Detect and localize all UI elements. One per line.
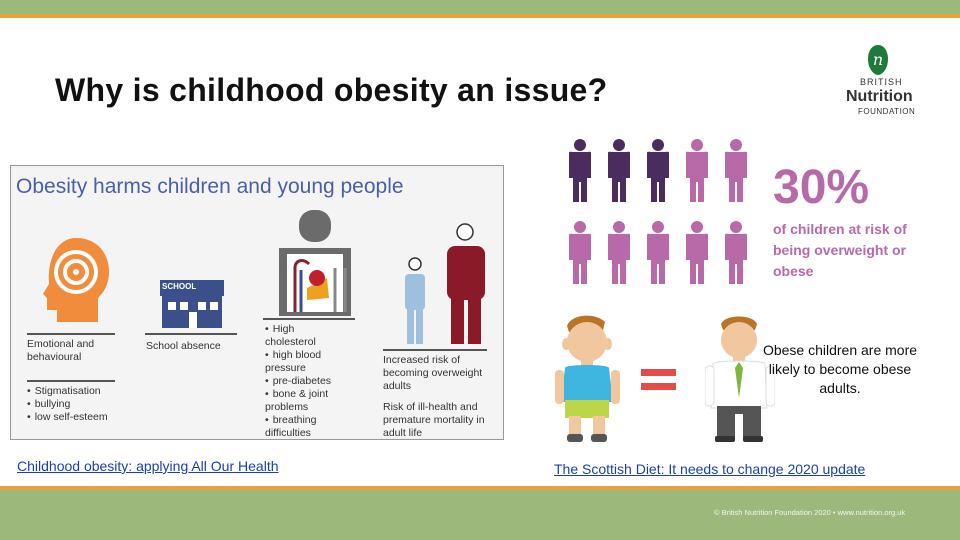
slide-title: Why is childhood obesity an issue? <box>55 72 608 108</box>
obesity-harms-infographic: Obesity harms children and young people … <box>10 165 504 440</box>
person-figure-icon <box>686 139 708 202</box>
physical-rule <box>263 318 355 320</box>
svg-text:n: n <box>873 50 883 69</box>
stat-percent: 30% <box>773 161 870 214</box>
infographic-title: Obesity harms children and young people <box>16 175 404 198</box>
list-item: breathing difficulties <box>265 414 345 440</box>
person-figure-icon <box>608 139 630 202</box>
list-item: bone & joint problems <box>265 388 345 414</box>
footer-banner <box>0 490 960 540</box>
logo-badge-icon: n <box>868 45 888 75</box>
person-figure-icon <box>725 139 747 202</box>
child-figure-icon <box>555 315 620 442</box>
child-adult-figures-icon <box>405 223 485 344</box>
emotional-head-icon <box>43 238 109 322</box>
torso-organs-icon <box>279 210 351 316</box>
list-item: high blood pressure <box>265 349 345 375</box>
list-item: Stigmatisation <box>27 385 108 398</box>
link-childhood-obesity[interactable]: Childhood obesity: applying All Our Heal… <box>17 458 279 474</box>
link-scottish-diet[interactable]: The Scottish Diet: It needs to change 20… <box>554 461 866 477</box>
logo-text-nutrition: Nutrition <box>846 88 913 105</box>
risk-text-overweight-adults: Increased risk of becoming overweight ad… <box>383 354 483 392</box>
logo-text-foundation: FOUNDATION <box>858 107 916 116</box>
person-figure-icon <box>569 221 591 284</box>
risk-rule <box>383 349 487 351</box>
emotional-label: Emotional and behavioural <box>27 338 95 363</box>
emotional-rule <box>27 333 115 335</box>
bnf-logo: n BRITISH Nutrition FOUNDATION <box>838 45 928 120</box>
list-item: low self-esteem <box>27 411 108 424</box>
emotional-bullets-rule <box>27 380 115 382</box>
person-figure-icon <box>686 221 708 284</box>
people-grid <box>569 139 747 284</box>
emotional-bullet-list: Stigmatisation bullying low self-esteem <box>27 385 108 424</box>
list-item: pre-diabetes <box>265 375 345 388</box>
physical-bullet-list: High cholesterol high blood pressure pre… <box>265 323 345 440</box>
top-accent-line <box>0 14 960 18</box>
top-banner <box>0 0 960 18</box>
person-figure-icon <box>647 139 669 202</box>
person-figure-icon <box>569 139 591 202</box>
list-item: High cholesterol <box>265 323 345 349</box>
adult-figure-icon <box>705 316 775 442</box>
school-building-icon <box>160 280 224 328</box>
person-figure-icon <box>647 221 669 284</box>
person-figure-icon <box>725 221 747 284</box>
equals-icon <box>641 369 676 391</box>
school-sign: SCHOOL <box>162 282 197 291</box>
logo-text-british: BRITISH <box>860 77 903 87</box>
school-absence-label: School absence <box>146 340 221 352</box>
obese-children-text: Obese children are more likely to become… <box>762 342 918 396</box>
person-figure-icon <box>608 221 630 284</box>
list-item: bullying <box>27 398 108 411</box>
footer-copyright: © British Nutrition Foundation 2020 • ww… <box>714 508 906 517</box>
school-rule <box>145 333 237 335</box>
stat-text: of children at risk of being overweight … <box>773 221 907 279</box>
footer-accent-line <box>0 486 960 490</box>
risk-text-ill-health: Risk of ill-health and premature mortali… <box>383 401 485 439</box>
